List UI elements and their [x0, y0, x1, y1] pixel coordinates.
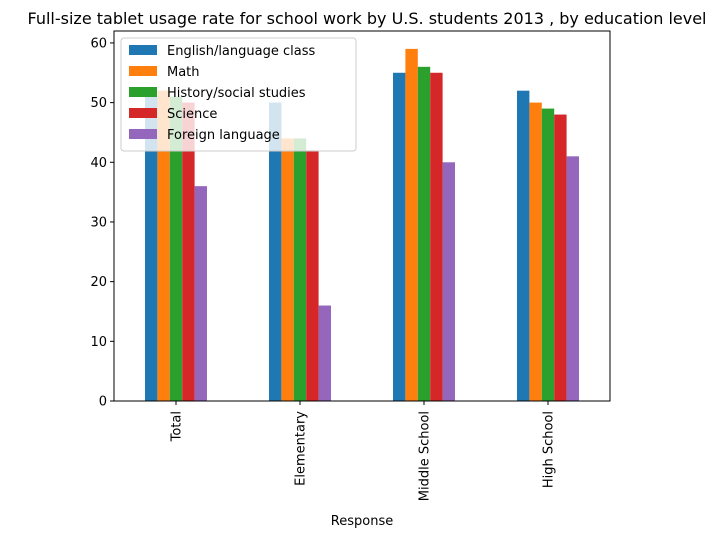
bar-total-series-3	[182, 102, 195, 402]
legend-label: Math	[167, 65, 200, 80]
bar-middle-school-series-3	[430, 72, 443, 402]
legend-box	[120, 37, 357, 152]
bar-high-school-series-3	[554, 114, 567, 402]
legend-swatch	[129, 66, 157, 76]
bar-total-series-4	[194, 186, 207, 401]
legend-swatch	[129, 45, 157, 55]
y-tick-label: 0	[99, 395, 107, 410]
bar-high-school-series-4	[566, 156, 579, 401]
legend-label: English/language class	[167, 44, 315, 59]
legend-swatch	[129, 129, 157, 139]
bar-middle-school-series-4	[442, 162, 455, 401]
x-tick-label: Elementary	[294, 411, 309, 486]
x-axis: Total Elementary Middle School High School	[170, 401, 557, 501]
legend-swatch	[129, 87, 157, 97]
bar-total-series-0	[145, 96, 158, 402]
y-tick-label: 20	[90, 275, 107, 290]
bars-group	[145, 48, 579, 402]
legend-label: Foreign language	[167, 128, 280, 143]
y-axis: 0 10 20 30 40 50 60	[90, 36, 114, 410]
legend-label: Science	[167, 107, 217, 122]
bar-high-school-series-1	[529, 102, 542, 402]
bar-high-school-series-2	[541, 108, 555, 401]
bar-total-series-1	[157, 90, 170, 402]
y-tick-label: 30	[90, 215, 107, 230]
bar-elementary-series-2	[293, 138, 307, 402]
x-axis-label: Response	[331, 514, 393, 529]
y-tick-label: 50	[90, 96, 107, 111]
legend-swatch	[129, 108, 157, 118]
chart-title: Full-size tablet usage rate for school w…	[28, 9, 707, 28]
bar-middle-school-series-2	[417, 66, 431, 401]
x-tick-label: Middle School	[418, 411, 433, 501]
bar-elementary-series-0	[269, 102, 282, 402]
bar-high-school-series-0	[517, 90, 530, 402]
y-tick-label: 40	[90, 156, 107, 171]
x-tick-label: High School	[542, 411, 557, 488]
bar-middle-school-series-0	[393, 72, 406, 402]
x-tick-label: Total	[170, 411, 185, 442]
bar-total-series-2	[169, 96, 183, 402]
plot-frame	[113, 30, 611, 402]
bar-elementary-series-4	[318, 305, 331, 401]
bar-middle-school-series-1	[405, 48, 418, 402]
legend-label: History/social studies	[167, 86, 306, 101]
legend: English/language class Math History/social…	[120, 37, 357, 152]
y-tick-label: 60	[90, 36, 107, 51]
bar-elementary-series-1	[281, 138, 294, 402]
y-tick-label: 10	[90, 335, 107, 350]
bar-elementary-series-3	[306, 150, 319, 401]
